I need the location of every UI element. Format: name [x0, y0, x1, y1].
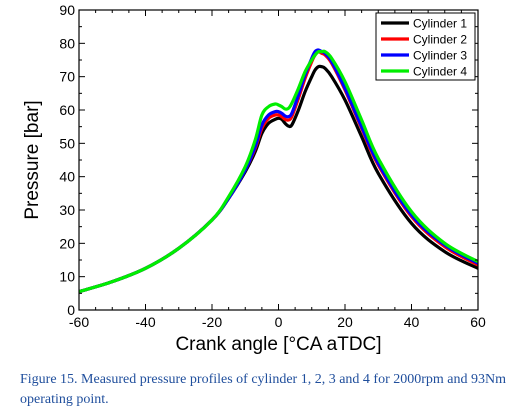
figure-caption: Figure 15. Measured pressure profiles of…	[20, 372, 507, 407]
y-tick-label: 20	[59, 235, 75, 251]
y-tick-label: 90	[59, 2, 75, 18]
y-tick-label: 40	[59, 169, 75, 185]
x-tick-label: -60	[69, 314, 89, 330]
x-axis-label: Crank angle [°CA aTDC]	[175, 334, 381, 355]
series-layer	[79, 48, 478, 294]
legend-label-cylinder-2: Cylinder 2	[413, 33, 467, 47]
y-tick-label: 70	[59, 69, 75, 85]
series-line-cylinder-4	[79, 49, 478, 294]
y-tick-label: 50	[59, 135, 75, 151]
y-tick-label: 10	[59, 269, 75, 285]
x-tick-label: -20	[202, 314, 222, 330]
y-tick-label: 30	[59, 202, 75, 218]
y-axis-label: Pressure [bar]	[22, 100, 43, 219]
x-tick-label: 60	[470, 314, 486, 330]
x-tick-label: 0	[275, 314, 283, 330]
legend-label-cylinder-3: Cylinder 3	[413, 49, 467, 63]
ticks-layer: -60 -40 -20 0 20 40 60 0 10 20 30 40 50 60 70 80 90	[59, 2, 486, 330]
legend-label-cylinder-4: Cylinder 4	[413, 65, 467, 79]
y-tick-label: 0	[67, 302, 75, 318]
x-tick-label: 40	[404, 314, 420, 330]
x-tick-label: 20	[337, 314, 353, 330]
x-tick-label: -40	[135, 314, 155, 330]
pressure-line-chart: -60 -40 -20 0 20 40 60 0 10 20 30 40 50 60 70 80 90 Cran…	[22, 2, 486, 355]
y-tick-label: 60	[59, 102, 75, 118]
legend-label-cylinder-1: Cylinder 1	[413, 17, 467, 31]
y-tick-label: 80	[59, 35, 75, 51]
legend: Cylinder 1 Cylinder 2 Cylinder 3 Cylinder 4	[375, 12, 476, 81]
